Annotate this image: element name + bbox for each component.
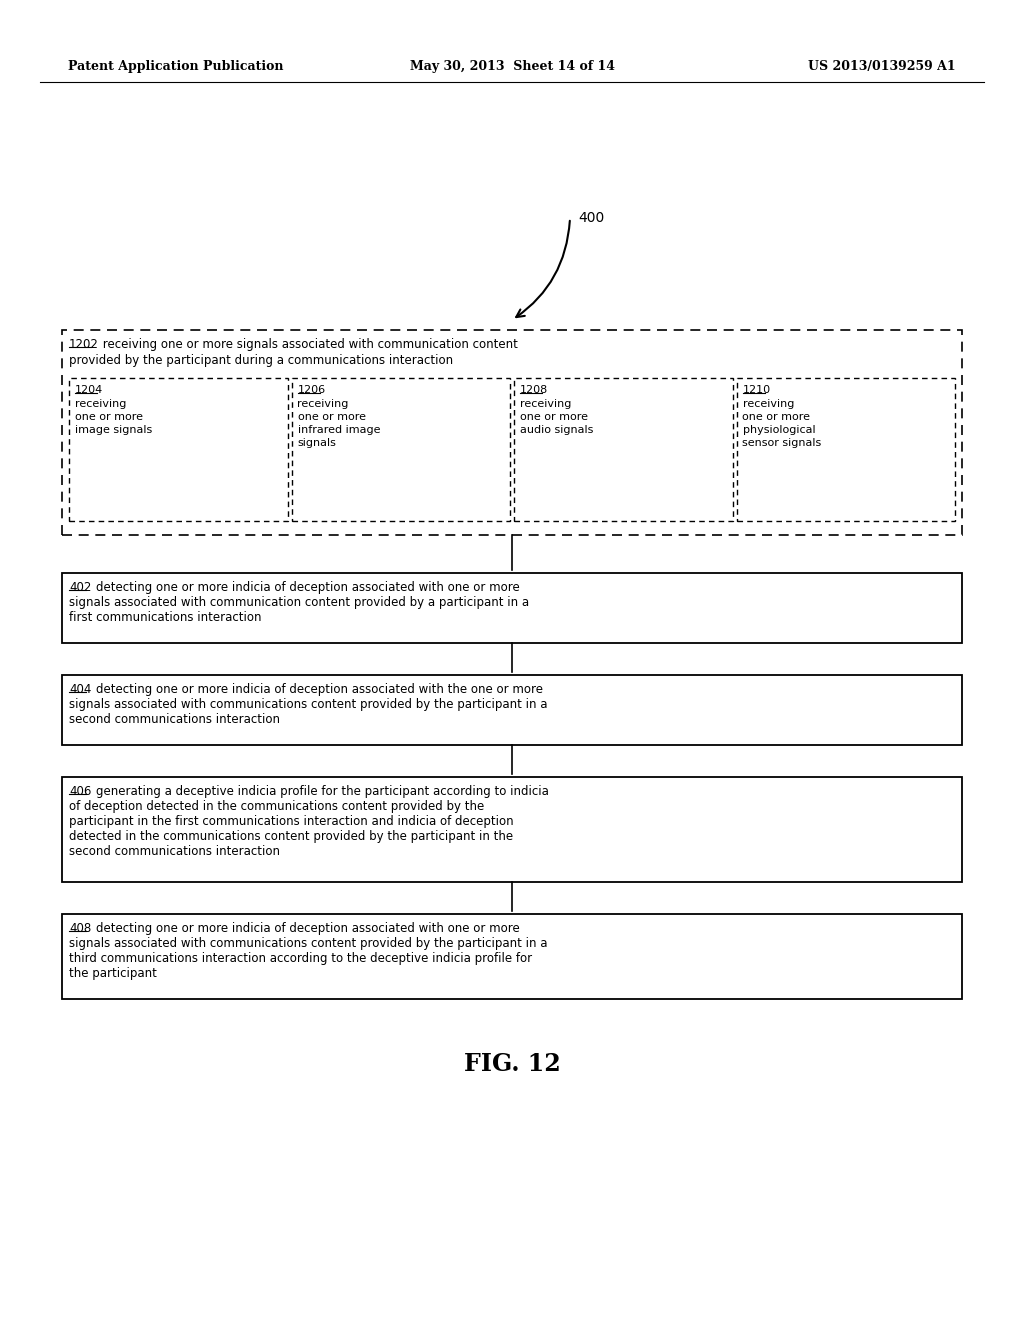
Bar — [62, 573, 962, 643]
Text: the participant: the participant — [69, 968, 157, 979]
Text: infrared image: infrared image — [298, 425, 380, 436]
Text: detected in the communications content provided by the participant in the: detected in the communications content p… — [69, 830, 513, 843]
Bar — [62, 777, 962, 882]
Text: image signals: image signals — [75, 425, 153, 436]
Text: detecting one or more indicia of deception associated with one or more: detecting one or more indicia of decepti… — [96, 921, 520, 935]
Text: one or more: one or more — [520, 412, 588, 422]
Text: US 2013/0139259 A1: US 2013/0139259 A1 — [808, 59, 956, 73]
Text: May 30, 2013  Sheet 14 of 14: May 30, 2013 Sheet 14 of 14 — [410, 59, 614, 73]
Text: provided by the participant during a communications interaction: provided by the participant during a com… — [69, 354, 454, 367]
Bar — [62, 675, 962, 744]
Text: 1208: 1208 — [520, 385, 548, 395]
Text: receiving: receiving — [520, 399, 571, 409]
Text: 400: 400 — [578, 211, 604, 224]
Text: sensor signals: sensor signals — [742, 438, 821, 447]
Text: receiving: receiving — [742, 399, 794, 409]
Bar — [62, 913, 962, 999]
Text: second communications interaction: second communications interaction — [69, 845, 280, 858]
Bar — [69, 378, 288, 521]
Text: one or more: one or more — [298, 412, 366, 422]
Text: Patent Application Publication: Patent Application Publication — [68, 59, 284, 73]
Text: 402: 402 — [69, 581, 91, 594]
Text: signals associated with communications content provided by the participant in a: signals associated with communications c… — [69, 698, 548, 711]
Text: signals associated with communications content provided by the participant in a: signals associated with communications c… — [69, 937, 548, 950]
Text: signals associated with communication content provided by a participant in a: signals associated with communication co… — [69, 597, 529, 609]
Bar — [736, 378, 955, 521]
Text: one or more: one or more — [742, 412, 811, 422]
Text: detecting one or more indicia of deception associated with the one or more: detecting one or more indicia of decepti… — [96, 682, 543, 696]
Text: receiving one or more signals associated with communication content: receiving one or more signals associated… — [99, 338, 518, 351]
Text: physiological: physiological — [742, 425, 815, 436]
Text: 408: 408 — [69, 921, 91, 935]
Bar — [292, 378, 510, 521]
Text: 1210: 1210 — [742, 385, 771, 395]
Text: 1202: 1202 — [69, 338, 99, 351]
Text: receiving: receiving — [298, 399, 349, 409]
Text: 1204: 1204 — [75, 385, 103, 395]
Text: detecting one or more indicia of deception associated with one or more: detecting one or more indicia of decepti… — [96, 581, 520, 594]
Text: first communications interaction: first communications interaction — [69, 611, 261, 624]
Text: generating a deceptive indicia profile for the participant according to indicia: generating a deceptive indicia profile f… — [96, 785, 549, 799]
Text: receiving: receiving — [75, 399, 126, 409]
Text: audio signals: audio signals — [520, 425, 593, 436]
Bar — [514, 378, 732, 521]
Text: 406: 406 — [69, 785, 91, 799]
Text: one or more: one or more — [75, 412, 143, 422]
Text: 404: 404 — [69, 682, 91, 696]
Text: participant in the first communications interaction and indicia of deception: participant in the first communications … — [69, 814, 514, 828]
Bar — [62, 330, 962, 535]
Text: third communications interaction according to the deceptive indicia profile for: third communications interaction accordi… — [69, 952, 532, 965]
Text: 1206: 1206 — [298, 385, 326, 395]
Text: of deception detected in the communications content provided by the: of deception detected in the communicati… — [69, 800, 484, 813]
Text: FIG. 12: FIG. 12 — [464, 1052, 560, 1076]
Text: second communications interaction: second communications interaction — [69, 713, 280, 726]
Text: signals: signals — [298, 438, 336, 447]
